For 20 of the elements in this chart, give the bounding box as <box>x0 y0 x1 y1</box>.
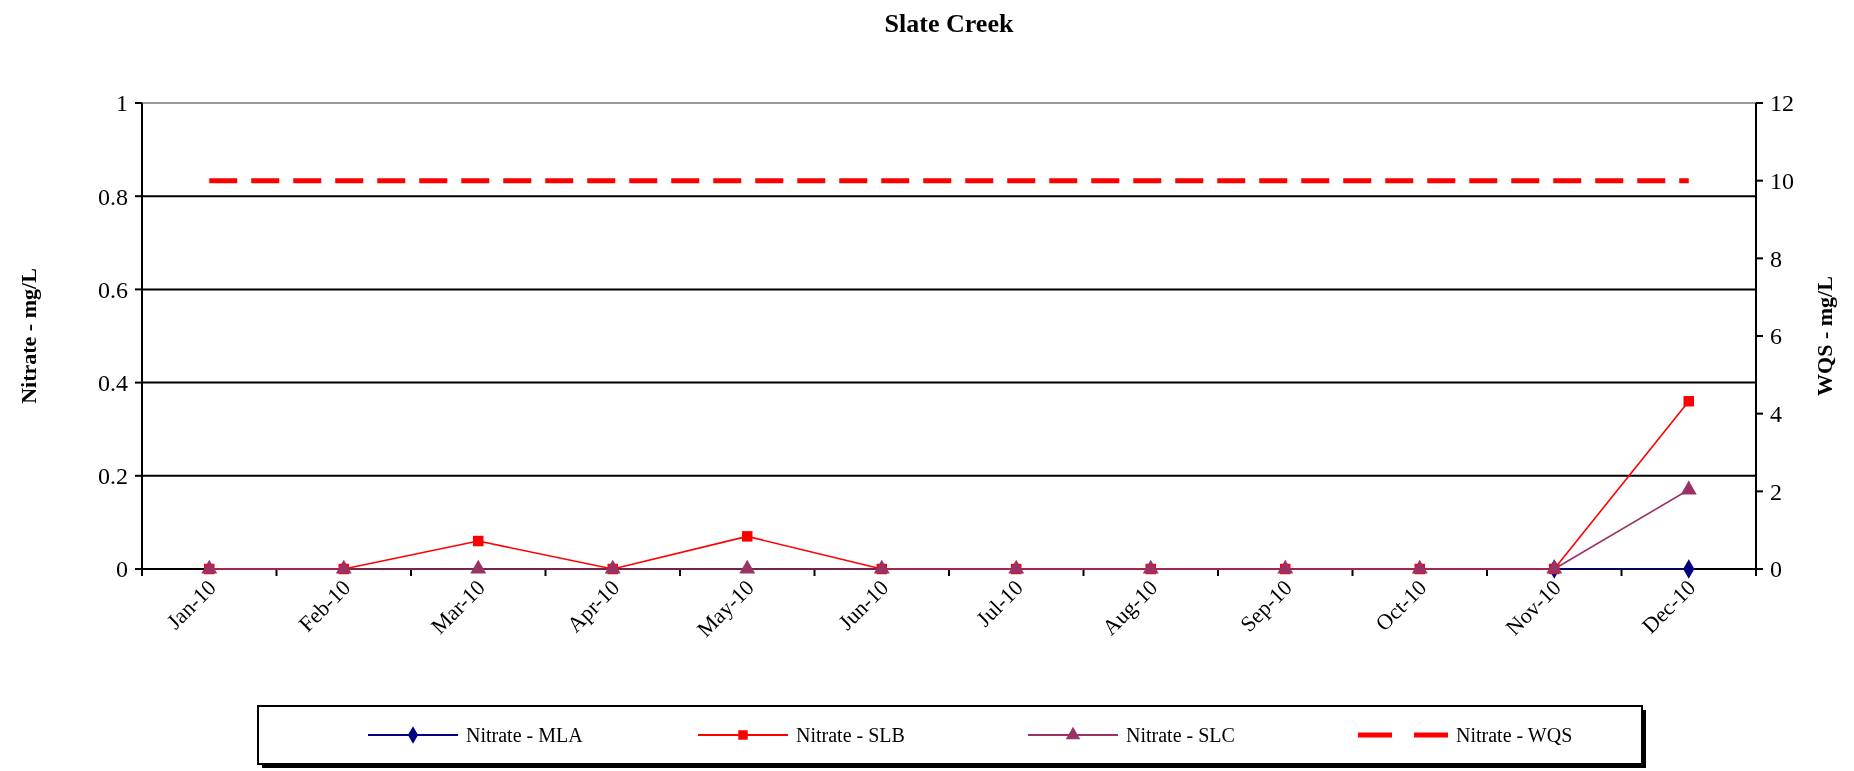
y2-tick-label: 6 <box>1770 323 1782 350</box>
y2-tick-label: 0 <box>1770 556 1782 583</box>
y2-tick-label: 2 <box>1770 478 1782 505</box>
y2-axis-title: WQS - mg/L <box>1812 276 1837 396</box>
y2-tick-label: 8 <box>1770 245 1782 272</box>
y-tick-label: 0.2 <box>98 463 128 490</box>
chart-title: Slate Creek <box>884 9 1014 38</box>
y-tick-label: 1 <box>116 90 128 117</box>
legend-label: Nitrate - WQS <box>1456 724 1573 746</box>
y2-tick-label: 12 <box>1770 90 1794 117</box>
y-tick-label: 0.6 <box>98 276 128 303</box>
y2-tick-label: 10 <box>1770 168 1794 195</box>
legend-label: Nitrate - SLB <box>796 724 905 746</box>
y2-tick-label: 4 <box>1770 401 1782 428</box>
y-tick-label: 0.8 <box>98 183 128 210</box>
legend-label: Nitrate - SLC <box>1126 724 1235 746</box>
y-axis-title: Nitrate - mg/L <box>16 268 41 404</box>
y-tick-label: 0.4 <box>98 370 128 396</box>
legend-label: Nitrate - MLA <box>466 724 584 746</box>
y-tick-label: 0 <box>116 556 128 583</box>
